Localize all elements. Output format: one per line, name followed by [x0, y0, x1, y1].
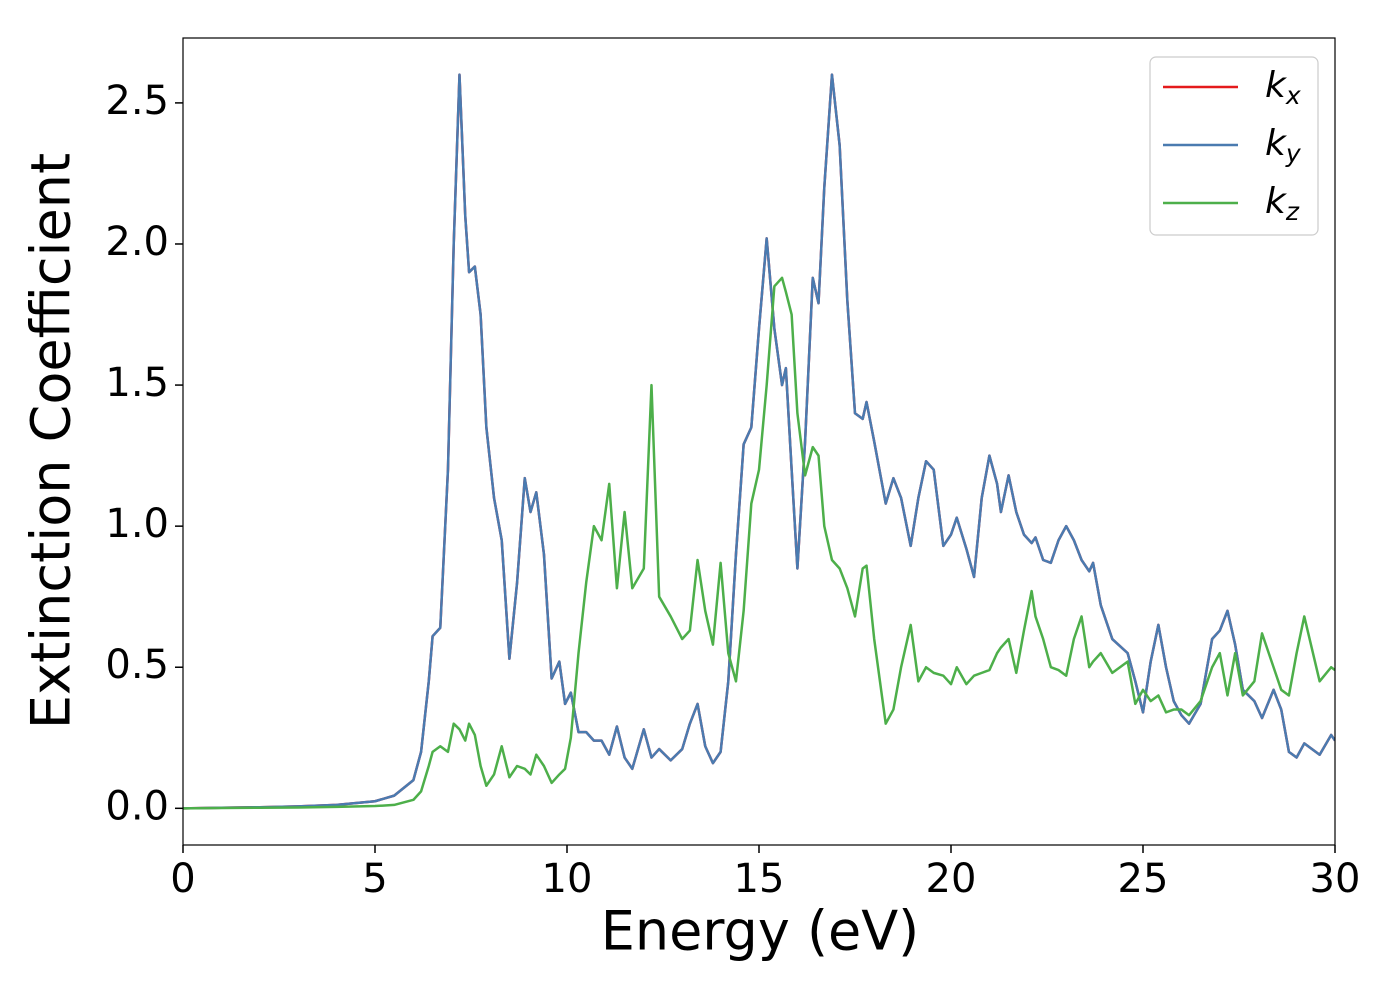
x-tick-label: 0: [170, 856, 195, 902]
y-tick-label: 0.5: [105, 642, 169, 688]
y-tick-label: 2.5: [105, 78, 169, 124]
x-tick-label: 30: [1310, 856, 1361, 902]
y-tick-label: 0.0: [105, 783, 169, 829]
y-axis-label: Extinction Coefficient: [20, 153, 83, 729]
y-tick-label: 2.0: [105, 219, 169, 265]
series-line: [183, 73, 1335, 810]
x-tick-label: 5: [362, 856, 387, 902]
legend-label: kz: [1265, 181, 1300, 226]
x-tick-label: 20: [926, 856, 977, 902]
y-tick-label: 1.5: [105, 360, 169, 406]
y-tick-label: 1.0: [105, 501, 169, 547]
plot-frame: [182, 37, 1336, 846]
x-tick-label: 25: [1118, 856, 1169, 902]
x-tick-label: 15: [734, 856, 785, 902]
legend-label: ky: [1265, 123, 1302, 168]
x-axis-label: Energy (eV): [601, 900, 920, 963]
legend-label: kx: [1265, 65, 1301, 110]
series-line: [183, 276, 1335, 810]
x-tick-label: 10: [542, 856, 593, 902]
